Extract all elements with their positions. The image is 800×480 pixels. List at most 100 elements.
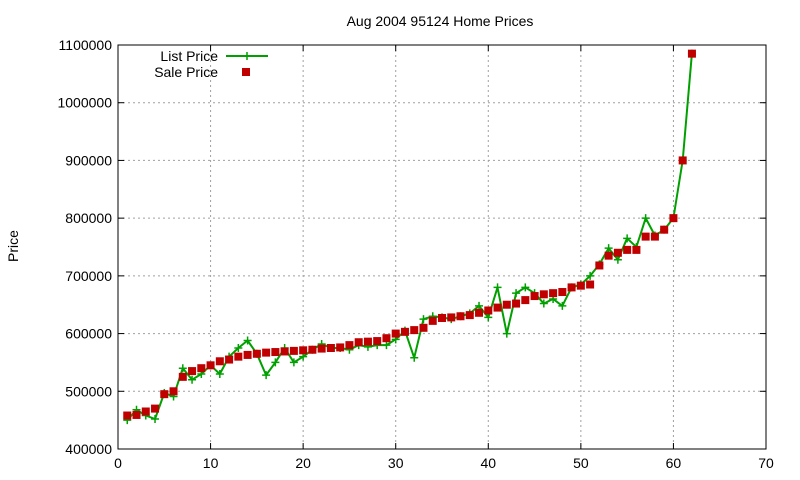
list-price-point <box>234 344 243 352</box>
sale-price-point <box>623 245 632 254</box>
sale-price-point <box>345 341 354 350</box>
list-price-point <box>539 299 548 308</box>
sale-price-point <box>475 308 484 317</box>
sale-price-point <box>438 313 446 322</box>
y-tick-label: 1100000 <box>59 37 113 53</box>
sale-price-point <box>447 313 456 322</box>
y-tick-label: 700000 <box>65 268 112 284</box>
sale-price-point <box>373 337 382 346</box>
plot-area-border <box>117 44 767 450</box>
list-price-point <box>475 301 484 310</box>
sale-price-point <box>687 49 696 58</box>
sale-price-point <box>558 288 567 297</box>
sale-price-point <box>530 292 539 301</box>
sale-price-point <box>660 225 669 234</box>
sale-price-point <box>151 404 160 413</box>
list-price-point <box>586 271 595 280</box>
legend-plus-swatch <box>243 52 251 60</box>
sale-price-point <box>456 312 465 321</box>
sale-price-point <box>521 296 530 305</box>
list-price-point <box>289 358 298 367</box>
sale-price-point <box>465 311 474 320</box>
sale-price-point <box>317 344 326 353</box>
sale-price-point <box>363 337 372 346</box>
sale-price-point <box>410 326 419 335</box>
sale-price-point <box>539 290 548 299</box>
list-price-point <box>188 375 197 384</box>
list-price-point <box>151 414 160 423</box>
sale-price-point <box>215 357 224 366</box>
x-tick-label: 0 <box>114 455 122 471</box>
sale-price-point <box>419 323 428 332</box>
x-tick-label: 10 <box>203 455 219 471</box>
x-tick-label: 30 <box>388 455 404 471</box>
list-price-point <box>382 341 391 350</box>
list-price-point <box>521 283 530 292</box>
axis-ticks: 0 10 20 30 40 50 60 70 400000 500000 600000 700000 8… <box>57 37 774 471</box>
list-price-point <box>215 369 224 378</box>
x-tick-label: 20 <box>295 455 311 471</box>
y-tick-label: 600000 <box>65 326 112 342</box>
list-price-point <box>178 364 187 373</box>
list-price-point <box>604 244 613 253</box>
sale-price-point <box>280 347 289 356</box>
sale-price-point <box>493 303 502 312</box>
sale-price-point <box>678 156 687 165</box>
legend-label: Sale Price <box>154 64 218 80</box>
sale-price-point <box>391 329 400 338</box>
list-price-point <box>493 283 502 292</box>
list-price-point <box>623 234 632 243</box>
y-tick-label: 500000 <box>65 383 112 399</box>
sale-price-point <box>326 344 335 352</box>
sale-price-point <box>613 248 622 257</box>
sale-price-point <box>604 251 613 260</box>
x-tick-label: 40 <box>480 455 496 471</box>
sale-price-point <box>252 349 261 358</box>
list-price-point <box>271 358 280 367</box>
sale-price-point <box>669 214 678 223</box>
list-price-point <box>502 329 511 338</box>
sale-price-point <box>586 280 595 289</box>
x-tick-label: 60 <box>666 455 682 471</box>
sale-price-point <box>650 232 659 241</box>
sale-price-point <box>141 407 150 416</box>
sale-price-point <box>595 261 604 270</box>
legend-square-swatch <box>242 68 250 76</box>
sale-price-point <box>336 343 345 352</box>
sale-price-point <box>289 346 298 355</box>
sale-price-point <box>132 410 141 419</box>
series-layer <box>123 49 696 425</box>
sale-price-point <box>188 367 197 376</box>
sale-price-point <box>641 232 650 241</box>
list-price-point <box>262 371 271 380</box>
sale-price-point <box>299 346 308 355</box>
sale-price-point <box>160 390 169 399</box>
y-axis-label: Price <box>5 230 21 262</box>
sale-price-point <box>632 245 641 254</box>
list-price-point <box>243 336 252 345</box>
sale-price-point <box>308 345 317 354</box>
sale-price-point <box>169 387 178 396</box>
sale-price-point <box>243 350 252 359</box>
sale-price-point <box>123 411 132 420</box>
sale-price-point <box>178 372 187 381</box>
sale-price-point <box>225 355 234 364</box>
sale-price-point <box>354 338 363 347</box>
list-price-point <box>484 313 493 322</box>
x-tick-label: 50 <box>573 455 589 471</box>
sale-price-point <box>234 352 243 361</box>
sale-price-point <box>206 361 215 370</box>
list-price-point <box>419 315 428 324</box>
sale-price-point <box>262 348 271 357</box>
sale-price-point <box>549 289 558 298</box>
list-price-point <box>512 289 521 298</box>
sale-price-point <box>484 306 493 315</box>
list-price-point <box>410 353 419 362</box>
list-price-point <box>613 255 622 264</box>
list-price-point <box>641 214 650 223</box>
y-tick-label: 1000000 <box>57 95 112 111</box>
y-tick-label: 900000 <box>65 152 112 168</box>
list-price-point <box>558 301 567 310</box>
y-tick-label: 400000 <box>65 441 112 457</box>
